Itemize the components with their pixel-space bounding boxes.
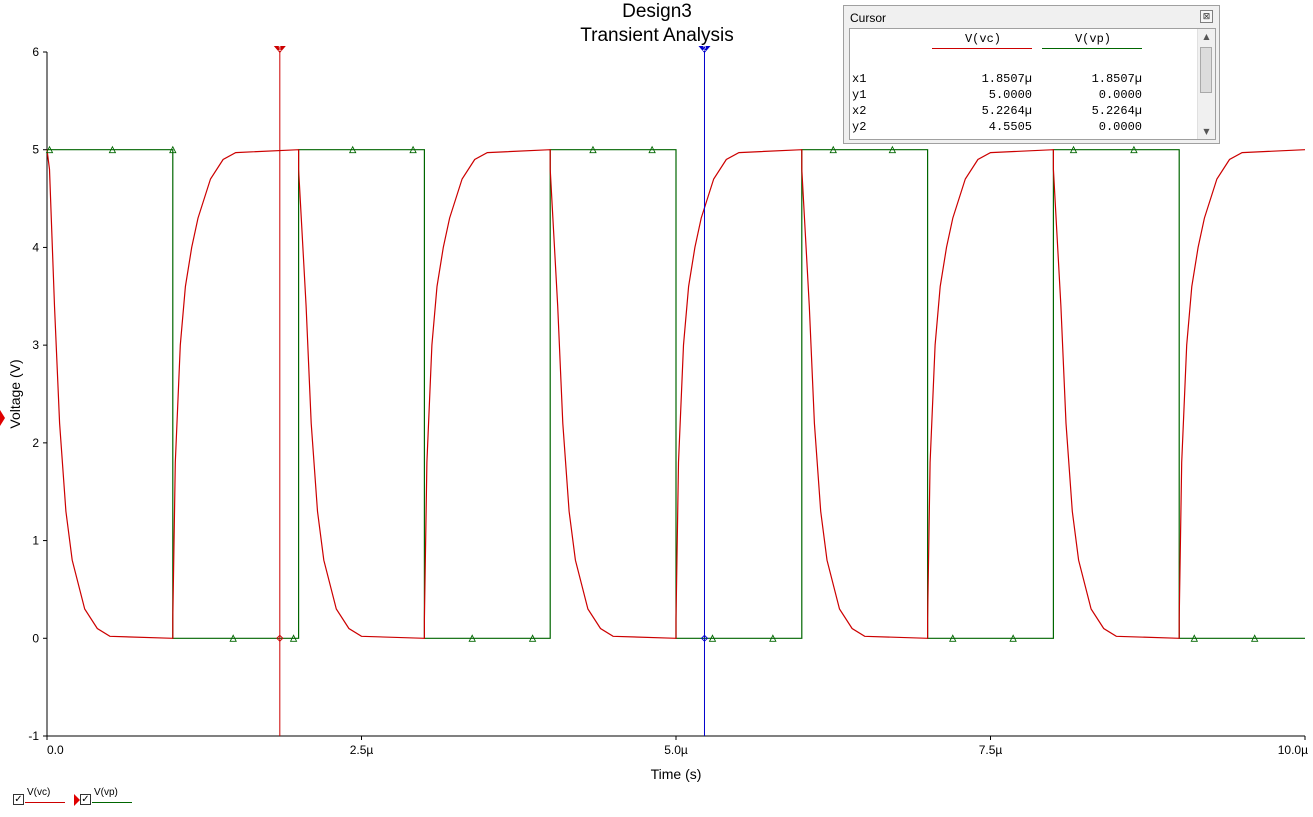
series-marker (769, 634, 777, 642)
series-marker (229, 634, 237, 642)
x-tick-label: 7.5µ (979, 743, 1003, 757)
legend-label-vp: V(vp) (94, 787, 118, 798)
series-marker (1130, 145, 1138, 154)
scroll-down-icon[interactable]: ▼ (1203, 127, 1210, 136)
x-axis-label: Time (s) (651, 766, 702, 782)
close-icon[interactable]: ⊠ (1200, 10, 1213, 23)
legend-selector-icon[interactable] (74, 794, 80, 806)
row-label: x2 (852, 104, 867, 118)
cursor-number-2: 2 (703, 46, 707, 53)
column-header-vp: V(vp) (1074, 32, 1111, 46)
x-tick-label: 10.0µ (1278, 743, 1308, 757)
row-value-vc: 4.5505 (988, 120, 1032, 134)
legend-label-vc: V(vc) (27, 787, 51, 798)
series-marker (528, 634, 537, 642)
series-marker (289, 634, 298, 642)
row-label: y2 (852, 120, 867, 134)
cursor-handle-1[interactable] (273, 46, 286, 53)
series-marker (1190, 634, 1199, 642)
series-markers (45, 145, 1259, 642)
y-tick-label: 2 (32, 436, 39, 450)
row-value-vc: 5.0000 (988, 88, 1032, 102)
y-axis-label: Voltage (V) (7, 359, 23, 428)
series-marker (45, 145, 54, 154)
series-marker (1009, 634, 1017, 642)
series-line-vc (46, 149, 1306, 639)
cursor-panel-scrollbar[interactable]: ▲ ▼ (1197, 29, 1215, 139)
y-tick-label: 6 (32, 45, 39, 59)
series-marker (708, 634, 717, 642)
x-tick-label: 5.0µ (664, 743, 688, 757)
series-marker (589, 145, 597, 154)
legend-swatch-vc (25, 802, 65, 803)
readout-row-y1: y1 5.0000 0.0000 (852, 88, 1142, 104)
cursor-intersection-marker (276, 634, 284, 642)
row-value-vp: 0.0000 (1098, 88, 1142, 102)
chart-subtitle: Transient Analysis (580, 25, 734, 46)
legend-checkbox-vc[interactable]: ✓ (13, 794, 24, 805)
row-value-vc: 1.8507µ (981, 72, 1032, 86)
series-marker (468, 634, 476, 642)
row-label: x1 (852, 72, 867, 86)
series-marker (1250, 634, 1259, 642)
readout-row-y2: y2 4.5505 0.0000 (852, 120, 1142, 136)
y-tick-label: -1 (28, 729, 39, 743)
row-value-vc: 5.2264µ (981, 104, 1032, 118)
series-vc (46, 149, 1306, 639)
x-tick-label: 2.5µ (350, 743, 374, 757)
y-tick-label: 5 (32, 143, 39, 157)
y-tick-label: 3 (32, 338, 39, 352)
series-marker (888, 145, 897, 154)
series-vp (47, 149, 1305, 639)
scroll-thumb[interactable] (1200, 47, 1212, 93)
chart-title: Design3 (622, 1, 692, 22)
legend-swatch-vp (92, 802, 132, 803)
column-line-vp (1042, 48, 1142, 49)
x-tick-label: 0.0 (47, 743, 64, 757)
row-label: y1 (852, 88, 867, 102)
series-marker (1069, 145, 1078, 154)
y-tick-label: 0 (32, 631, 39, 645)
scroll-up-icon[interactable]: ▲ (1203, 32, 1210, 41)
cursor-intersection-marker (700, 634, 709, 642)
cursor-readout-table: V(vc) V(vp) x1 1.8507µ 1.8507µ y1 5.0000… (849, 28, 1216, 140)
legend-checkbox-vp[interactable]: ✓ (80, 794, 91, 805)
y-tick-label: 4 (32, 240, 39, 254)
row-value-vp: 1.8507µ (1091, 72, 1142, 86)
series-marker (949, 634, 957, 642)
series-line-vp (47, 149, 1305, 639)
readout-row-x1: x1 1.8507µ 1.8507µ (852, 72, 1142, 88)
readout-row-x2: x2 5.2264µ 5.2264µ (852, 104, 1142, 120)
cursor-number-1: 1 (278, 46, 282, 53)
column-header-vc: V(vc) (964, 32, 1001, 46)
cursor-handle-2[interactable] (698, 46, 711, 53)
series-marker (348, 145, 357, 154)
cursor-panel-title: Cursor (850, 11, 887, 25)
series-marker (108, 145, 117, 154)
series-marker (409, 145, 417, 154)
cursor-panel[interactable]: Cursor ⊠ V(vc) V(vp) x1 1.8507µ 1.8507µ … (843, 5, 1220, 144)
series-marker (169, 145, 177, 154)
series-marker (829, 145, 837, 154)
row-value-vp: 0.0000 (1098, 120, 1142, 134)
y-tick-label: 1 (32, 534, 39, 548)
column-line-vc (932, 48, 1032, 49)
y-axis-marker-icon[interactable] (0, 410, 5, 426)
row-value-vp: 5.2264µ (1091, 104, 1142, 118)
series-marker (648, 145, 656, 154)
